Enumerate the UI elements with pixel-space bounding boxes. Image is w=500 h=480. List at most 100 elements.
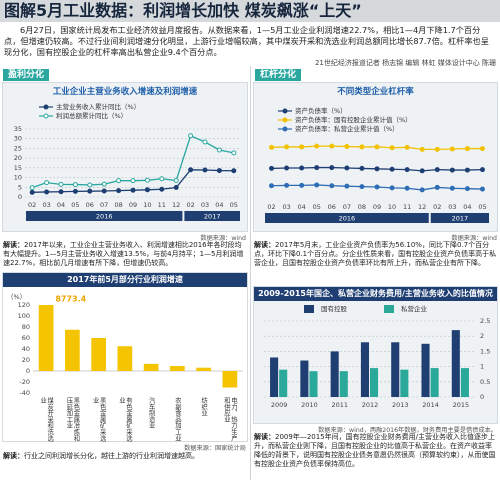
bar <box>300 360 309 397</box>
legend-label: 主营业务收入累计同比（%） <box>56 102 140 111</box>
legend-swatch <box>282 108 288 114</box>
legend-swatch <box>304 305 314 313</box>
x-tick-label: 汽车制造业 <box>147 397 155 429</box>
legend-label: 资产负债率：国有控股企业累计值（%） <box>295 115 412 124</box>
point <box>479 146 485 152</box>
point <box>44 180 50 186</box>
point <box>159 186 165 192</box>
point <box>419 146 425 152</box>
year-band <box>184 211 240 221</box>
y-tick-label: 2.5 <box>480 317 490 325</box>
byline: 21世纪经济报道记者 杨志锦 编辑 林虹 媒体设计中心 陈珊 <box>314 59 496 67</box>
year-label: 2016 <box>96 213 113 221</box>
bar <box>279 369 288 397</box>
bar <box>170 366 185 371</box>
x-tick-label: 07 <box>100 201 108 209</box>
point <box>344 144 350 150</box>
bar <box>421 343 430 397</box>
point <box>173 184 179 190</box>
point <box>87 188 93 194</box>
bar <box>222 371 238 388</box>
x-tick-label: 有色金属矿采选业 <box>117 397 132 442</box>
y-tick-label: 25 <box>14 144 22 152</box>
bar <box>143 363 159 371</box>
point <box>374 144 380 150</box>
point <box>299 182 305 188</box>
point <box>449 167 455 173</box>
point <box>284 144 290 150</box>
chart-panel: 0 0.5 1 1.5 2 2.5 2009 2010 2011 2012 2013 2014 2015… <box>253 286 498 424</box>
x-tick-label: 03 <box>201 201 209 209</box>
y-tick-label: 0 <box>26 367 30 375</box>
point <box>434 146 440 152</box>
bar <box>117 346 133 371</box>
x-tick-label: 09 <box>129 201 137 209</box>
point <box>344 165 350 171</box>
x-tick-label: 12 <box>418 203 426 211</box>
x-tick-label: 2010 <box>301 401 318 409</box>
legend-label: 资产负债率（%） <box>295 106 347 115</box>
note-label: 解读： <box>254 241 275 249</box>
point <box>389 166 395 172</box>
x-tick-label: 10 <box>143 201 151 209</box>
note-text: 2017年5月末，工业企业资产负债率为56.10%，同比下降0.7个百分点，环比… <box>254 241 497 267</box>
year-label: 2016 <box>339 215 356 223</box>
y-tick-label: 35 <box>14 125 22 133</box>
legend-label: 国有控股 <box>321 304 348 313</box>
y-tick-label: 40 <box>22 345 30 353</box>
x-tick-label: 12 <box>172 201 180 209</box>
legend-swatch <box>43 113 49 119</box>
bar <box>391 342 400 397</box>
source: 数据来源：wind <box>451 235 497 242</box>
point <box>29 189 35 195</box>
year-label: 2017 <box>204 213 221 221</box>
y-tick-label: 0 <box>480 393 484 401</box>
point <box>216 147 222 153</box>
point <box>449 146 455 152</box>
legend-swatch <box>282 126 288 132</box>
note-label: 解读： <box>254 433 275 441</box>
point <box>374 184 380 190</box>
bar <box>370 368 379 397</box>
bar <box>451 330 460 397</box>
point <box>389 145 395 151</box>
x-tick-label: 2015 <box>453 401 470 409</box>
legend-label: 利润总额累计同比（%） <box>56 111 127 120</box>
point <box>116 178 122 184</box>
chart-title: 不同类型企业杠杆率 <box>337 87 414 97</box>
y-tick-label: 15 <box>14 164 22 172</box>
x-tick-label: 05 <box>71 201 79 209</box>
y-axis-label: （%） <box>7 293 26 301</box>
point <box>314 143 320 149</box>
x-tick-label: 04 <box>215 201 223 209</box>
x-tick-label: 2011 <box>331 401 348 409</box>
y-tick-label: 60 <box>22 334 30 342</box>
point <box>72 182 78 188</box>
x-tick-label: 08 <box>358 203 366 211</box>
year-band <box>430 213 489 223</box>
point <box>44 189 50 195</box>
note-text: 2017年以来，工业企业主营业务收入、利润增速相比2016年各时段均有大幅提升。… <box>3 241 244 267</box>
point <box>479 167 485 173</box>
y-tick-label: -20 <box>19 378 30 386</box>
note-text: 行业之间利润增长分化，越往上游的行业利润增速越高。 <box>24 452 199 460</box>
y-tick-label: 2 <box>480 332 484 340</box>
x-tick-label: 煤炭开采和洗选业 <box>39 397 54 442</box>
point <box>202 167 208 173</box>
y-tick-label: 80 <box>22 323 30 331</box>
point <box>299 144 305 150</box>
point <box>269 144 275 150</box>
point <box>284 182 290 188</box>
column-divider <box>250 66 251 480</box>
chart: 02 03 04 05 06 07 08 09 10 11 12 02 03 04 05 2016 2017 资产… <box>265 106 489 223</box>
year-label: 2017 <box>452 215 469 223</box>
chart: 0 0.5 1 1.5 2 2.5 2009 2010 2011 2012 2013 2014 2015… <box>264 304 490 409</box>
y-tick-label: 120 <box>18 301 30 309</box>
x-tick-label: 黑色金属冶炼和压延加工业 <box>65 397 80 442</box>
point <box>269 165 275 171</box>
chart-panel: 工业企业主营业务收入增速及利润增速 0 5 10 15 20 25 30 35 02 03 04 05… <box>2 82 248 232</box>
y-tick-label: 0 <box>18 193 22 201</box>
point <box>404 185 410 191</box>
point <box>329 143 335 149</box>
